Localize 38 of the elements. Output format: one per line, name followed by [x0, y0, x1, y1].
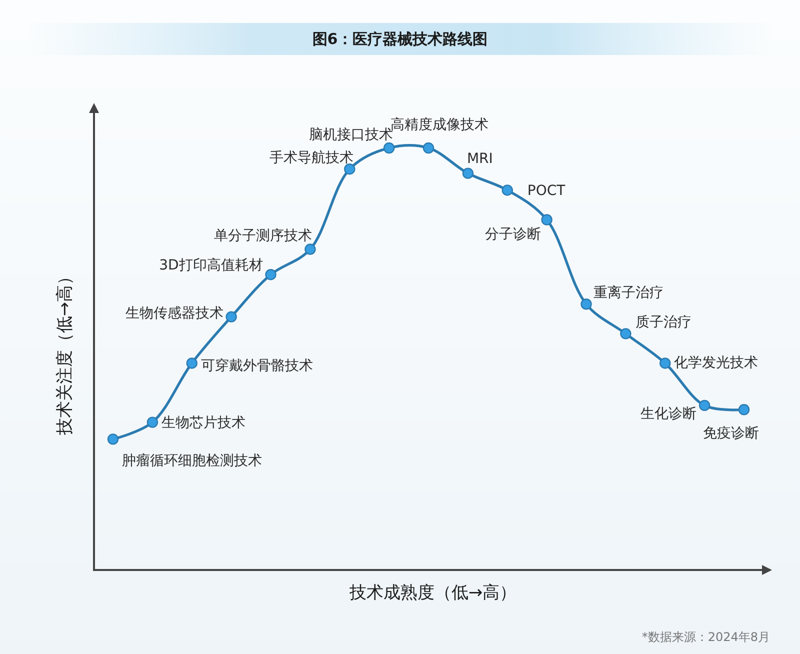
- annotation: 生化诊断: [640, 406, 697, 422]
- annotation: 化学发光技术: [674, 355, 758, 372]
- point: [502, 184, 513, 196]
- point: [265, 269, 276, 280]
- annotation: 分子诊断: [484, 226, 541, 243]
- point: [541, 214, 552, 226]
- y-axis-title: 技术关注度（低→高）: [55, 268, 75, 436]
- annotation: 3D打印高值耗材: [159, 257, 263, 274]
- annotation: 生物芯片技术: [161, 415, 246, 432]
- point: [186, 358, 198, 369]
- point: [383, 142, 395, 154]
- annotation: 肿瘤循环细胞检测技术: [122, 453, 262, 470]
- point: [462, 168, 474, 179]
- annotation: 单分子测序技术: [214, 228, 312, 244]
- point: [698, 400, 710, 412]
- annotation: 生物传感器技术: [125, 306, 224, 322]
- annotation: 可穿戴外骨骼技术: [200, 358, 313, 374]
- point: [580, 298, 592, 310]
- point: [304, 244, 316, 255]
- point: [620, 328, 632, 340]
- point: [344, 164, 356, 175]
- annotation: 免疫诊断: [703, 425, 759, 442]
- point: [422, 142, 434, 154]
- point: [738, 404, 750, 416]
- text: 脑机接口技术: [309, 126, 394, 143]
- annotation: 质子治疗: [636, 314, 692, 331]
- text: *数据来源：2024年8月: [642, 630, 770, 644]
- annotation: 重离子治疗: [593, 284, 664, 301]
- point: [107, 434, 119, 445]
- point: [146, 416, 158, 428]
- annotation: POCT: [527, 183, 566, 200]
- annotation: MRI: [466, 151, 493, 168]
- annotation: 手术导航技术: [270, 150, 354, 166]
- point: [226, 311, 237, 322]
- x-axis-title: 技术成熟度（低→高）: [348, 583, 517, 603]
- chart-title: 图6：医疗器械技术路线图: [312, 30, 488, 48]
- point: [660, 358, 671, 369]
- text: 高精度成像技术: [390, 116, 488, 133]
